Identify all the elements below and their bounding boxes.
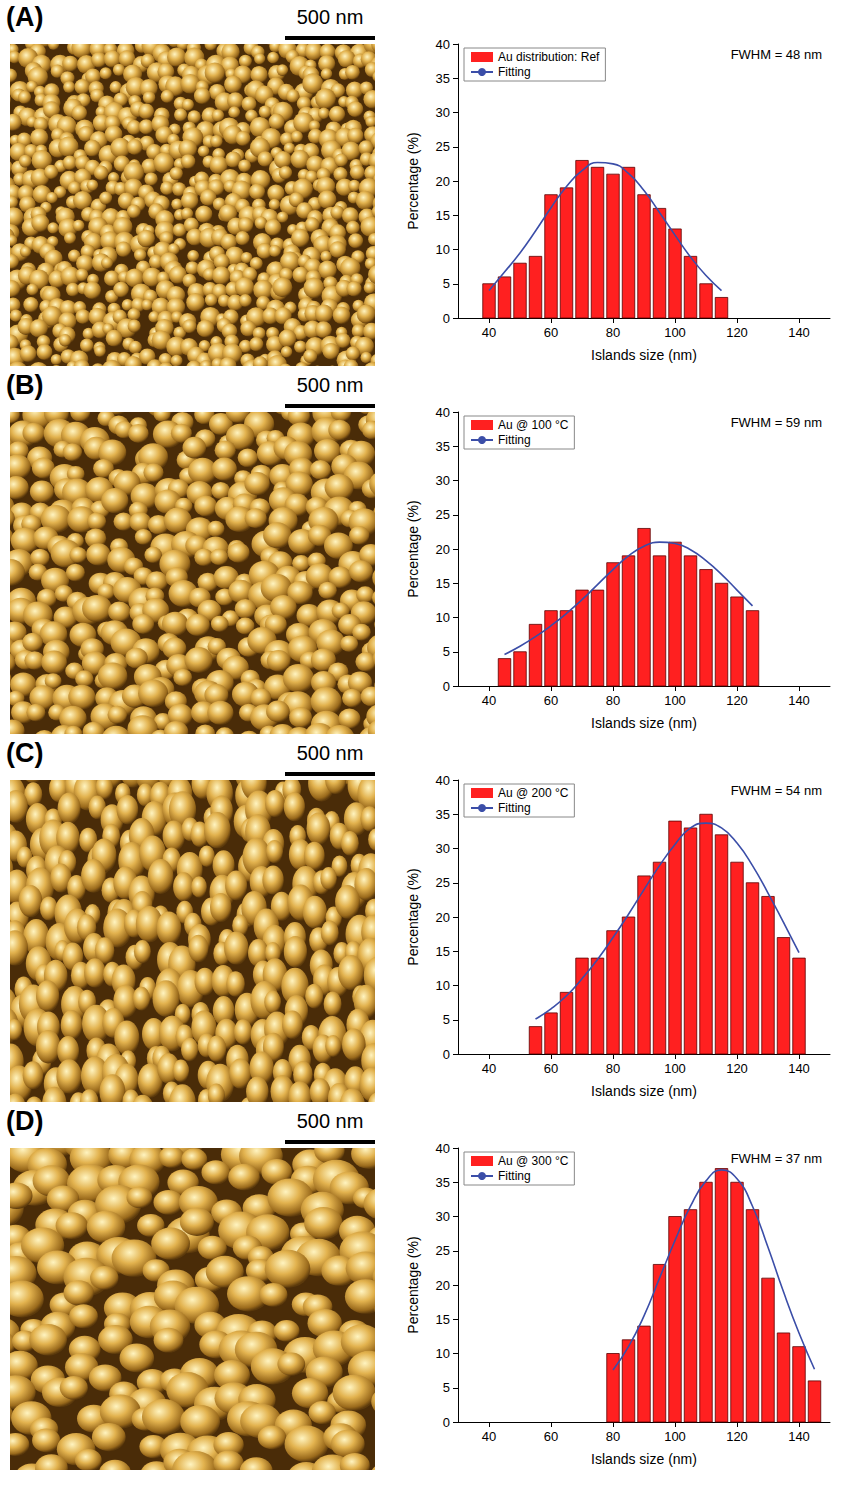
- svg-text:120: 120: [726, 693, 748, 708]
- svg-text:60: 60: [544, 693, 558, 708]
- html-text:500 nm: 500 nm: [296, 6, 364, 28]
- svg-text:0: 0: [443, 679, 450, 694]
- svg-text:30: 30: [436, 1209, 450, 1224]
- svg-text:Fitting: Fitting: [498, 433, 531, 447]
- svg-text:10: 10: [436, 1346, 450, 1361]
- svg-text:35: 35: [436, 807, 450, 822]
- svg-text:120: 120: [726, 325, 748, 340]
- svg-text:0: 0: [443, 311, 450, 326]
- svg-text:40: 40: [436, 1141, 450, 1156]
- svg-text:Au @ 100 °C: Au @ 100 °C: [498, 418, 569, 432]
- svg-text:80: 80: [606, 1061, 620, 1076]
- svg-text:5: 5: [443, 276, 450, 291]
- svg-text:5: 5: [443, 1380, 450, 1395]
- svg-text:Islands size (nm): Islands size (nm): [591, 347, 697, 363]
- svg-text:40: 40: [482, 325, 496, 340]
- svg-text:Percentage (%): Percentage (%): [405, 132, 421, 229]
- svg-text:Percentage (%): Percentage (%): [405, 500, 421, 597]
- svg-text:25: 25: [436, 507, 450, 522]
- svg-text:20: 20: [436, 1278, 450, 1293]
- html-text:500 nm: 500 nm: [296, 1110, 364, 1132]
- svg-text:140: 140: [788, 1061, 810, 1076]
- svg-text:10: 10: [436, 610, 450, 625]
- svg-text:20: 20: [436, 542, 450, 557]
- svg-text:Islands size (nm): Islands size (nm): [591, 1083, 697, 1099]
- svg-text:40: 40: [436, 37, 450, 52]
- html-text:(B): (B): [6, 370, 44, 400]
- svg-text:100: 100: [664, 1061, 686, 1076]
- svg-text:10: 10: [436, 242, 450, 257]
- svg-text:40: 40: [482, 1061, 496, 1076]
- svg-text:100: 100: [664, 325, 686, 340]
- svg-text:Fitting: Fitting: [498, 65, 531, 79]
- svg-text:FWHM = 54 nm: FWHM = 54 nm: [731, 783, 822, 798]
- svg-text:40: 40: [482, 1429, 496, 1444]
- svg-text:5: 5: [443, 1012, 450, 1027]
- svg-text:120: 120: [726, 1429, 748, 1444]
- svg-text:Au @ 200 °C: Au @ 200 °C: [498, 786, 569, 800]
- svg-text:0: 0: [443, 1415, 450, 1430]
- svg-text:35: 35: [436, 439, 450, 454]
- svg-text:120: 120: [726, 1061, 748, 1076]
- svg-text:35: 35: [436, 1175, 450, 1190]
- svg-text:FWHM = 48 nm: FWHM = 48 nm: [731, 47, 822, 62]
- svg-text:30: 30: [436, 473, 450, 488]
- svg-text:FWHM = 37 nm: FWHM = 37 nm: [731, 1151, 822, 1166]
- html-text:(D): (D): [6, 1106, 44, 1136]
- svg-text:100: 100: [664, 693, 686, 708]
- svg-text:Islands size (nm): Islands size (nm): [591, 715, 697, 731]
- svg-text:20: 20: [436, 174, 450, 189]
- svg-text:Au distribution: Ref: Au distribution: Ref: [498, 50, 600, 64]
- svg-text:30: 30: [436, 105, 450, 120]
- svg-text:60: 60: [544, 1429, 558, 1444]
- svg-text:40: 40: [482, 693, 496, 708]
- svg-text:Fitting: Fitting: [498, 801, 531, 815]
- svg-text:35: 35: [436, 71, 450, 86]
- svg-text:Au @ 300 °C: Au @ 300 °C: [498, 1154, 569, 1168]
- svg-text:Percentage (%): Percentage (%): [405, 868, 421, 965]
- html-text:(A): (A): [6, 2, 44, 32]
- svg-text:10: 10: [436, 978, 450, 993]
- svg-text:15: 15: [436, 208, 450, 223]
- svg-text:5: 5: [443, 644, 450, 659]
- svg-text:60: 60: [544, 325, 558, 340]
- svg-text:25: 25: [436, 875, 450, 890]
- svg-text:80: 80: [606, 1429, 620, 1444]
- html-text:500 nm: 500 nm: [296, 742, 364, 764]
- svg-text:FWHM = 59 nm: FWHM = 59 nm: [731, 415, 822, 430]
- svg-text:25: 25: [436, 139, 450, 154]
- svg-text:Fitting: Fitting: [498, 1169, 531, 1183]
- svg-text:60: 60: [544, 1061, 558, 1076]
- svg-text:80: 80: [606, 693, 620, 708]
- svg-text:15: 15: [436, 1312, 450, 1327]
- svg-text:20: 20: [436, 910, 450, 925]
- svg-text:140: 140: [788, 693, 810, 708]
- svg-text:Percentage (%): Percentage (%): [405, 1236, 421, 1333]
- svg-text:140: 140: [788, 325, 810, 340]
- svg-text:15: 15: [436, 576, 450, 591]
- svg-text:Islands size (nm): Islands size (nm): [591, 1451, 697, 1467]
- svg-text:80: 80: [606, 325, 620, 340]
- html-text:500 nm: 500 nm: [296, 374, 364, 396]
- svg-text:40: 40: [436, 405, 450, 420]
- svg-text:30: 30: [436, 841, 450, 856]
- svg-text:140: 140: [788, 1429, 810, 1444]
- svg-text:25: 25: [436, 1243, 450, 1258]
- svg-text:15: 15: [436, 944, 450, 959]
- svg-text:40: 40: [436, 773, 450, 788]
- svg-text:0: 0: [443, 1047, 450, 1062]
- html-text:(C): (C): [6, 738, 44, 768]
- svg-text:100: 100: [664, 1429, 686, 1444]
